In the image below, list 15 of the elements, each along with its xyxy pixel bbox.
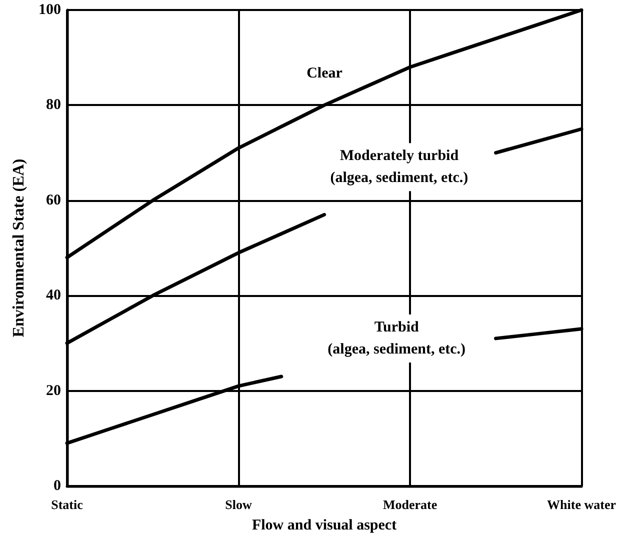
x-tick-label: White water <box>547 497 616 512</box>
y-tick-label: 60 <box>46 192 61 208</box>
x-tick-label: Slow <box>225 497 252 512</box>
x-tick-label: Static <box>51 497 84 512</box>
y-tick-label: 40 <box>46 288 61 304</box>
annotation: Turbid (algea, sediment, etc.) <box>328 319 466 358</box>
y-tick-label: 20 <box>46 382 61 399</box>
y-axis-title: Environmental State (EA) <box>10 158 28 338</box>
y-tick-label: 100 <box>38 2 61 18</box>
y-tick-label: 0 <box>54 478 61 494</box>
x-tick-label: Moderate <box>382 497 438 512</box>
annotation: Moderately turbid (algea, sediment, etc.) <box>330 148 468 186</box>
annotation: Clear <box>306 65 343 82</box>
y-tick-label: 80 <box>46 97 61 114</box>
x-axis-title: Flow and visual aspect <box>252 518 397 534</box>
